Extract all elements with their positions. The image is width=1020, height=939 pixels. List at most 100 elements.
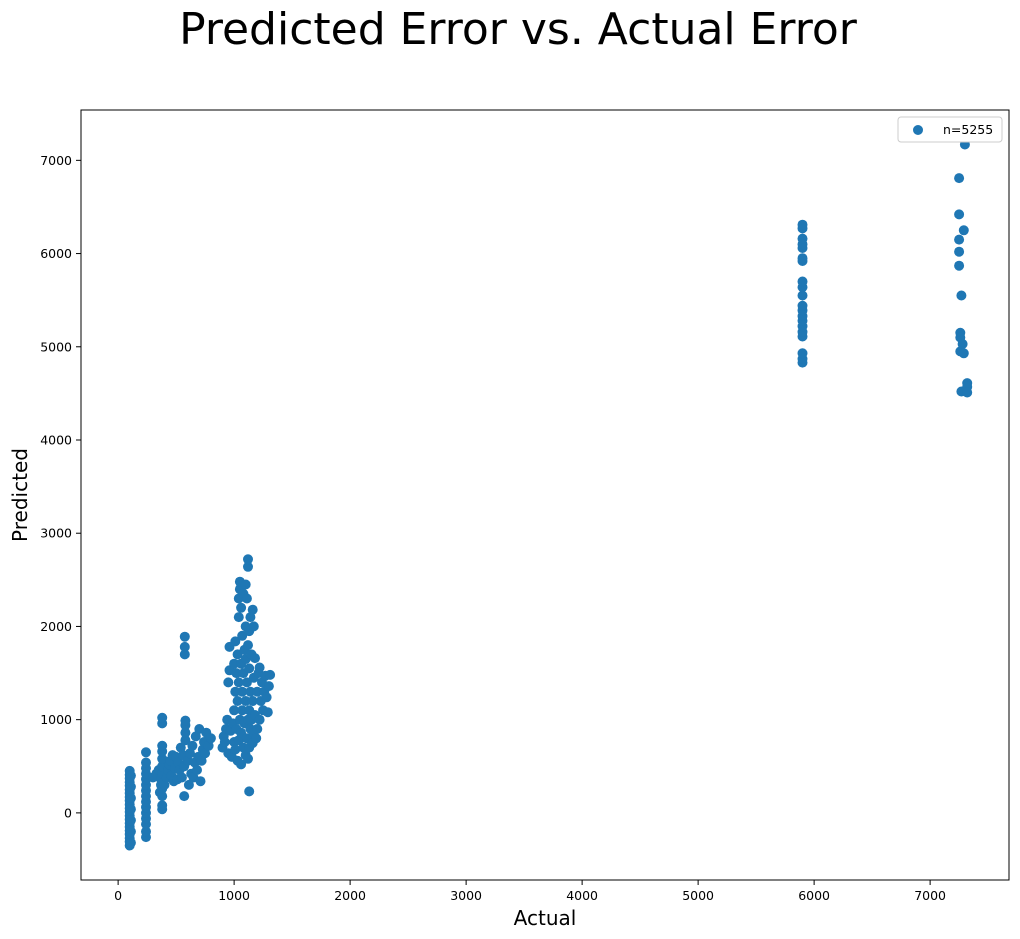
data-point <box>205 733 216 744</box>
data-point <box>797 233 808 244</box>
data-point <box>175 742 186 753</box>
data-point <box>797 276 808 287</box>
data-point <box>233 735 244 746</box>
data-point <box>141 757 151 768</box>
data-point <box>243 554 253 565</box>
data-point <box>797 219 808 230</box>
data-point <box>141 826 151 837</box>
y-tick-label: 2000 <box>40 619 72 634</box>
data-point <box>244 786 255 797</box>
data-point <box>245 686 256 697</box>
data-point <box>232 696 243 706</box>
data-point <box>223 677 234 688</box>
data-point <box>797 300 808 311</box>
data-point <box>250 653 260 664</box>
x-tick-label: 2000 <box>334 888 366 903</box>
data-point <box>265 669 276 680</box>
data-point <box>179 649 190 660</box>
data-point <box>125 770 136 781</box>
data-point <box>954 234 965 245</box>
data-point <box>183 779 194 790</box>
data-point <box>247 604 258 615</box>
x-tick-label: 1000 <box>218 888 250 903</box>
legend: n=5255 <box>897 116 1003 143</box>
data-point <box>192 765 202 775</box>
data-point <box>125 826 136 837</box>
data-point <box>262 707 273 718</box>
data-points <box>124 139 973 851</box>
data-point <box>196 755 207 766</box>
plot-frame <box>80 109 1010 881</box>
data-point <box>157 753 168 764</box>
data-point <box>180 735 191 746</box>
data-point <box>237 705 248 716</box>
data-point <box>263 681 274 692</box>
data-point <box>229 658 240 669</box>
data-point <box>237 686 248 697</box>
x-tick-label: 3000 <box>450 888 482 903</box>
x-tick-label: 0 <box>114 888 122 903</box>
x-tick-label: 4000 <box>566 888 598 903</box>
data-point <box>176 772 187 783</box>
y-tick-label: 6000 <box>40 246 72 261</box>
x-axis-label: Actual <box>514 906 577 930</box>
data-point <box>797 348 808 359</box>
data-point <box>236 602 247 613</box>
data-point <box>195 776 206 787</box>
data-point <box>125 804 136 815</box>
data-point <box>237 630 248 641</box>
data-point <box>233 612 244 623</box>
data-point <box>240 696 251 706</box>
data-point <box>125 815 136 826</box>
data-point <box>797 290 808 301</box>
data-point <box>954 209 965 220</box>
data-point <box>180 727 191 738</box>
chart-title: Predicted Error vs. Actual Error <box>179 4 858 55</box>
data-point <box>247 696 258 706</box>
data-point <box>190 731 201 742</box>
x-tick-label: 5000 <box>682 888 714 903</box>
data-point <box>954 260 965 271</box>
data-point <box>219 737 230 747</box>
y-tick-label: 0 <box>64 805 72 820</box>
data-point <box>125 781 136 792</box>
data-point <box>240 579 251 590</box>
data-point <box>957 339 968 349</box>
legend-box <box>897 116 1003 143</box>
y-tick-label: 1000 <box>40 712 72 727</box>
data-point <box>179 631 190 642</box>
data-point <box>141 747 151 758</box>
data-point <box>187 740 198 751</box>
data-point <box>254 662 265 673</box>
data-point <box>233 677 244 688</box>
data-point <box>203 740 214 751</box>
data-point <box>244 663 255 674</box>
data-point <box>157 740 168 751</box>
data-point <box>243 753 253 764</box>
data-point <box>954 173 965 184</box>
y-axis-label: Predicted <box>8 448 32 542</box>
data-point <box>958 348 969 359</box>
data-point <box>232 649 243 660</box>
data-point <box>157 800 168 811</box>
data-point <box>243 640 253 651</box>
data-point <box>200 748 211 759</box>
y-tick-label: 7000 <box>40 153 72 168</box>
data-point <box>236 759 247 770</box>
data-point <box>180 715 191 726</box>
data-point <box>261 692 272 703</box>
legend-label: n=5255 <box>943 122 993 137</box>
axes: 0 1000 2000 3000 4000 5000 6000 7000 0 1000 2000 30… <box>40 153 946 903</box>
data-point <box>962 387 973 398</box>
data-point <box>179 641 190 652</box>
data-point <box>956 290 967 301</box>
x-tick-label: 7000 <box>914 888 946 903</box>
y-tick-label: 4000 <box>40 433 72 448</box>
x-tick-label: 6000 <box>798 888 830 903</box>
data-point <box>230 686 241 697</box>
data-point <box>231 668 242 679</box>
legend-marker <box>913 125 923 135</box>
data-point <box>157 712 168 723</box>
data-point <box>252 724 263 734</box>
data-point <box>958 225 969 236</box>
